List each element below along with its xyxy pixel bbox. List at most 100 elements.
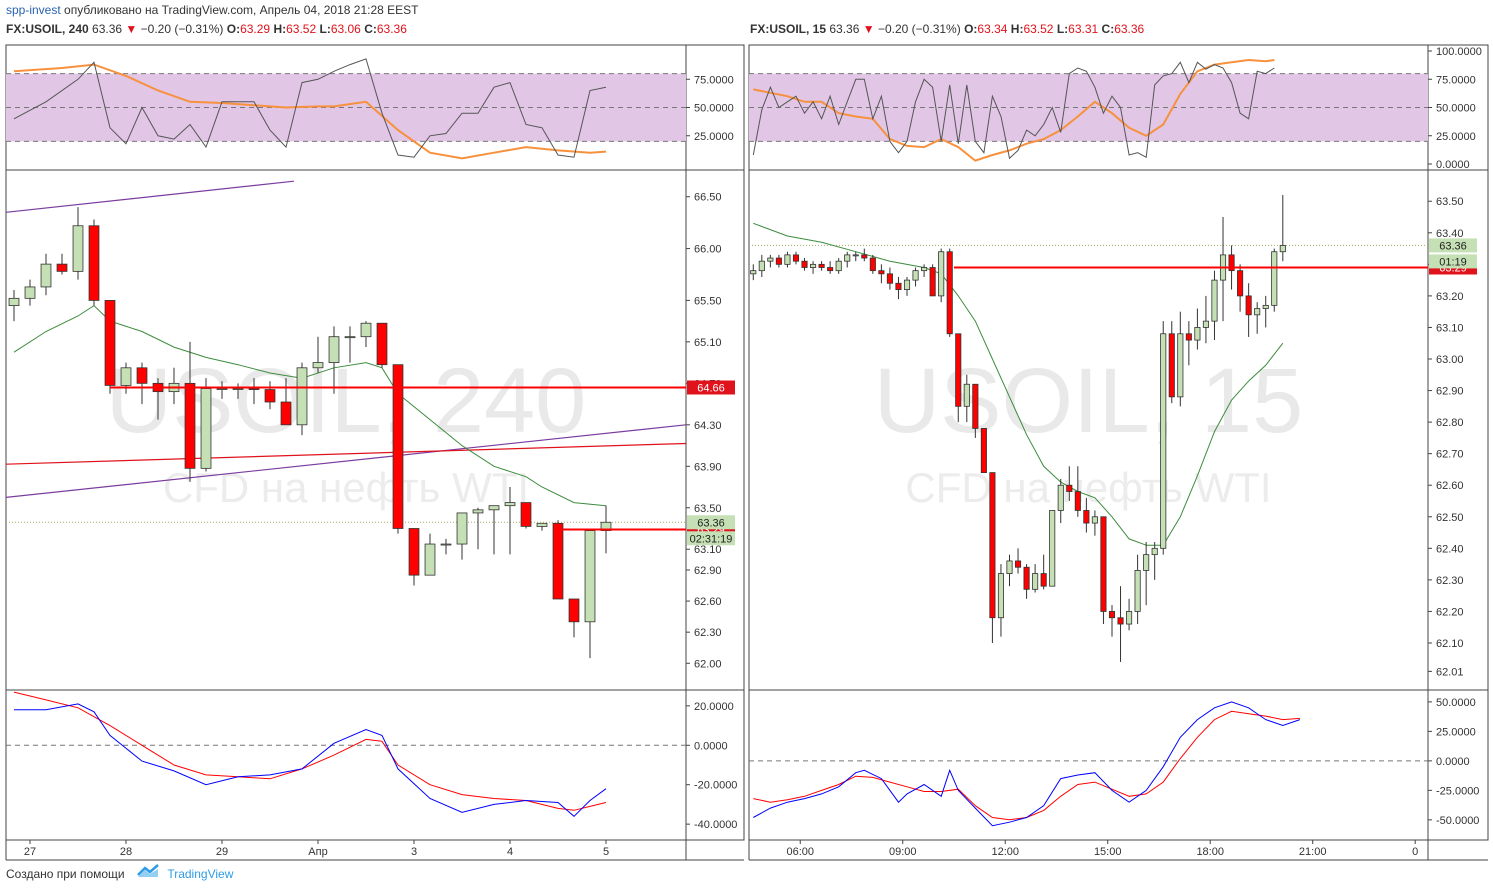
candle-up — [8, 297, 20, 306]
time-tick-label: 27 — [24, 846, 36, 858]
candle-up — [216, 388, 228, 390]
price-change: −0.20 (−0.31%) — [140, 22, 224, 36]
interval-label: 15 — [812, 22, 827, 36]
candle-down — [376, 322, 388, 366]
publish-info: опубликовано на TradingView.com, Апрель … — [64, 3, 419, 17]
footer: Создано при помощи TradingView — [0, 860, 1493, 895]
countdown-label: 02:31:19 — [690, 533, 733, 545]
candle-down — [408, 528, 420, 576]
candle-up — [440, 543, 452, 546]
open-value: 63.29 — [240, 22, 271, 36]
candle-down — [184, 382, 196, 469]
candle-up — [472, 509, 484, 514]
candle-up — [40, 263, 52, 288]
symbol-label: FX:USOIL — [750, 22, 806, 36]
down-arrow-icon: ▼ — [862, 22, 875, 36]
candle-up — [584, 530, 596, 623]
price-tick-label: 62.30 — [694, 627, 722, 639]
author-link[interactable]: spp-invest — [6, 3, 61, 17]
candle-down — [520, 502, 532, 527]
price-tick-label: 62.90 — [694, 565, 722, 577]
macd-tick-label: -40.0000 — [694, 819, 737, 831]
current-price-label: 63.36 — [697, 517, 725, 529]
purple-trend-line — [5, 424, 687, 498]
candle-up — [344, 336, 356, 339]
watermark-name: CFD на нефть WTI — [163, 464, 529, 511]
candle-down — [88, 225, 100, 301]
price-tick-label: 63.50 — [694, 503, 722, 515]
time-tick-label: 5 — [603, 846, 609, 858]
candle-down — [280, 401, 292, 426]
price-tick-label: 65.50 — [694, 295, 722, 307]
price-tick-label: 66.50 — [694, 192, 722, 204]
candle-down — [248, 388, 260, 390]
candle-down — [552, 522, 564, 600]
candle-down — [56, 263, 68, 272]
rsi-line — [13, 58, 607, 158]
created-with-label: Создано при помощи — [6, 867, 125, 881]
candle-up — [328, 336, 340, 364]
candle-down — [264, 389, 276, 403]
time-tick-label: 29 — [216, 846, 228, 858]
candle-up — [488, 505, 500, 511]
time-tick-label: 28 — [120, 846, 132, 858]
price-tick-label: 62.00 — [694, 658, 722, 670]
high-value: 63.52 — [286, 22, 317, 36]
candle-up — [360, 322, 372, 338]
low-value: 63.31 — [1068, 22, 1099, 36]
low-value: 63.06 — [330, 22, 361, 36]
red-trend-line — [5, 442, 687, 465]
macd-tick-label: 20.0000 — [694, 701, 734, 713]
last-price: 63.36 — [829, 22, 860, 36]
last-price: 63.36 — [92, 22, 123, 36]
candle-up — [312, 362, 324, 369]
symbol-label: FX:USOIL — [6, 22, 62, 36]
candle-up — [504, 502, 516, 507]
right-chart-title: FX:USOIL, 15 63.36 ▼ −0.20 (−0.31%) O:63… — [750, 22, 1145, 36]
price-tick-label: 63.10 — [694, 544, 722, 556]
down-arrow-icon: ▼ — [125, 22, 138, 36]
time-tick-label: 4 — [507, 846, 513, 858]
candle-up — [456, 512, 468, 545]
pane-frame — [5, 689, 745, 841]
rsi-tick-label: 75.0000 — [694, 74, 734, 86]
price-tick-label: 65.10 — [694, 337, 722, 349]
rsi-band — [6, 73, 686, 142]
current-price-box — [687, 515, 735, 530]
candle-up — [72, 225, 84, 272]
candle-up — [24, 286, 36, 299]
countdown-box — [687, 531, 735, 546]
candle-down — [104, 300, 116, 386]
price-tick-label: 63.90 — [694, 461, 722, 473]
price-tick-label: 62.60 — [694, 596, 722, 608]
candle-down — [136, 367, 148, 384]
candle-up — [232, 388, 244, 390]
price-change: −0.20 (−0.31%) — [877, 22, 961, 36]
candle-up — [296, 367, 308, 426]
interval-label: 240 — [68, 22, 89, 36]
candle-up — [200, 388, 212, 469]
publish-header: spp-invest опубликовано на TradingView.c… — [0, 0, 1493, 20]
macd-tick-label: 0.0000 — [694, 740, 728, 752]
macd-line — [14, 703, 607, 817]
watermark-symbol: USOIL, 240 — [106, 350, 587, 452]
price-tick-label: 66.00 — [694, 244, 722, 256]
purple-trend-line — [5, 180, 295, 213]
sma-line — [13, 304, 607, 507]
time-tick-label: Апр — [308, 846, 327, 858]
candle-up — [424, 543, 436, 576]
tradingview-link[interactable]: TradingView — [167, 867, 234, 881]
price-tick-label: 64.30 — [694, 420, 722, 432]
candle-up — [536, 522, 548, 527]
left-chart-title: FX:USOIL, 240 63.36 ▼ −0.20 (−0.31%) O:6… — [6, 22, 407, 36]
candle-up — [600, 521, 612, 531]
candle-down — [568, 598, 580, 623]
high-value: 63.52 — [1023, 22, 1054, 36]
level-label-box — [687, 380, 735, 395]
macd-tick-label: -20.0000 — [694, 780, 737, 792]
tradingview-logo-icon — [136, 861, 160, 889]
candle-down — [392, 364, 404, 529]
rsi-tick-label: 50.0000 — [694, 103, 734, 115]
time-tick-label: 3 — [411, 846, 417, 858]
